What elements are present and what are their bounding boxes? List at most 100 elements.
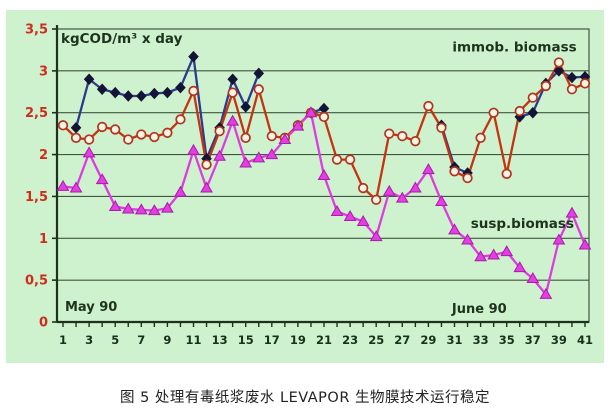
series-susp-biomass-marker [448,223,461,235]
x-tick-label: 35 [499,333,515,347]
series-immob-biomass-marker [175,81,186,94]
series-open-circles-unlabeled-marker [110,124,121,135]
x-tick-label: 7 [137,333,145,347]
series-susp-biomass-marker [291,119,305,131]
series-open-circles-unlabeled-marker [240,132,251,143]
series-susp-biomass-marker [226,114,240,126]
chart-title: kgCOD/m³ x day [61,31,183,47]
series-open-circles-unlabeled-marker [475,132,486,143]
y-tick-label: 2,5 [25,106,48,121]
x-tick-label: 39 [551,333,567,347]
series-open-circles-unlabeled-marker [423,100,434,112]
series-susp-biomass-marker [252,151,266,163]
x-tick-label: 1 [59,333,67,347]
month-label-may: May 90 [65,300,117,315]
series-open-circles-unlabeled-marker [566,84,578,95]
x-tick-label: 11 [185,333,201,347]
series-susp-biomass-marker [369,230,383,242]
series-susp-biomass-marker [474,250,487,262]
series-susp-biomass-marker [134,203,148,215]
series-susp-biomass-marker [356,215,370,227]
series-open-circles-unlabeled-marker [188,85,199,97]
series-open-circles-unlabeled-marker [149,131,160,143]
y-tick-label: 1,5 [25,190,48,205]
series-susp-biomass-marker [239,156,253,168]
series-open-circles-unlabeled-marker [253,84,264,95]
y-tick-label: 0 [39,316,48,331]
series-susp-biomass-marker [330,204,344,216]
series-susp-biomass-marker [382,184,396,196]
chart-canvas: 00,511,522,533,51 3 5 7 9 11 13 15 17 19 21 23 25 27 2… [6,10,604,363]
annotation-susp-biomass: susp.biomass [471,216,574,232]
series-susp-biomass-marker [422,163,435,175]
series-open-circles-unlabeled-marker [201,159,212,170]
series-susp-biomass-marker [513,261,527,273]
series-susp-biomass-marker [161,201,174,213]
x-tick-label: 33 [473,333,489,347]
series-open-circles-unlabeled-marker [384,128,395,139]
series-susp-biomass-marker [565,206,579,218]
x-tick-label: 37 [525,333,541,347]
x-tick-label: 41 [577,333,593,347]
x-tick-label: 29 [420,333,436,347]
series-susp-biomass-marker [147,204,161,216]
series-susp-biomass-marker [435,194,448,206]
series-open-circles-unlabeled-marker [358,182,369,194]
series-open-circles-unlabeled-marker [449,166,460,177]
series-open-circles-unlabeled-marker [501,168,512,179]
series-susp-biomass-marker [200,181,213,193]
series-open-circles-unlabeled-marker [266,131,277,142]
series-susp-biomass-marker [95,173,109,185]
series-susp-biomass-marker [539,287,553,299]
series-immob-biomass-marker [227,73,238,85]
x-tick-label: 5 [111,333,119,347]
x-tick-label: 19 [290,333,306,347]
x-tick-label: 27 [394,333,410,347]
series-susp-biomass-marker [317,169,331,180]
series-open-circles-unlabeled-marker [527,92,538,103]
series-immob-biomass-marker [149,87,160,100]
series-immob-biomass-marker [136,90,147,102]
series-open-circles-unlabeled-marker [397,131,408,142]
x-tick-label: 9 [163,333,171,347]
series-susp-biomass-marker [487,248,501,260]
series-open-circles-unlabeled-marker [579,78,591,89]
series-susp-biomass-marker [395,191,409,203]
series-immob-biomass-marker [96,83,108,96]
series-open-circles-unlabeled-marker [436,122,447,133]
series-open-circles-unlabeled-marker [488,107,499,118]
series-susp-biomass-marker [82,146,96,158]
series-open-circles-unlabeled-marker [540,80,551,92]
series-susp-biomass-marker [108,199,122,211]
x-tick-label: 17 [264,333,280,347]
series-susp-biomass-marker [174,185,187,197]
series-immob-biomass-marker [83,73,95,85]
series-susp-biomass-marker [304,106,318,118]
x-tick-label: 21 [316,333,332,347]
annotation-immob-biomass: immob. biomass [452,39,576,55]
series-open-circles-unlabeled-marker [462,172,473,184]
x-tick-label: 13 [212,333,228,347]
series-open-circles-unlabeled-marker [96,121,108,133]
series-susp-biomass-marker [121,202,135,214]
x-tick-label: 25 [368,333,384,347]
series-open-circles-unlabeled-marker [344,154,356,165]
series-immob-biomass-marker [162,86,173,99]
chart-figure: 0 0,5 1 1,5 2 2,5 3 3,5 1 3 5 7 9 11 13 15 17 19 21 23 25 27 2… [6,10,604,363]
y-tick-label: 3,5 [25,23,48,38]
series-open-circles-unlabeled-marker [83,134,95,145]
series-susp-biomass-marker [500,245,514,257]
series-susp-biomass-marker [526,271,540,283]
x-tick-label: 15 [238,333,254,347]
series-immob-biomass-marker [527,106,539,119]
series-open-circles-unlabeled-marker [70,132,82,143]
series-immob-biomass-marker [188,50,199,63]
series-immob-biomass-marker [240,101,251,113]
y-tick-label: 0,5 [25,274,48,289]
series-immob-biomass-marker [122,90,134,102]
series-susp-biomass-marker [461,233,474,245]
y-tick-label: 3 [39,64,48,79]
series-open-circles-unlabeled-marker [410,136,421,147]
series-susp-biomass-marker [343,210,357,222]
x-tick-label: 3 [85,333,93,347]
